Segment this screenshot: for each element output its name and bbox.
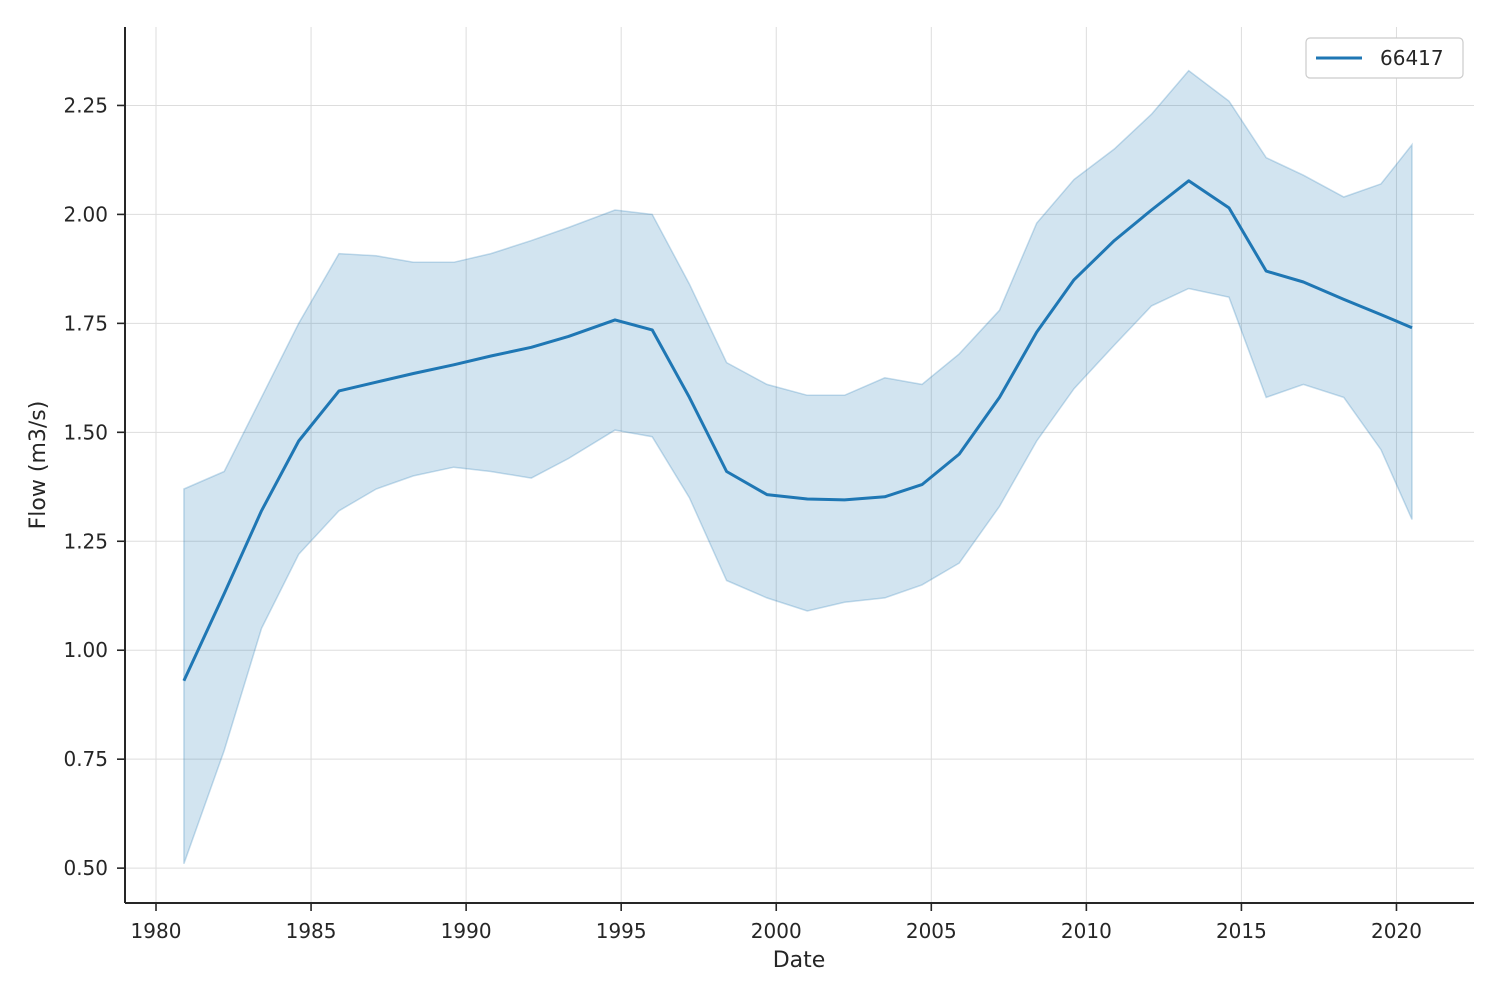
y-tick-label: 2.25 — [63, 93, 108, 117]
y-tick-label: 1.50 — [63, 420, 108, 444]
x-tick-label: 1985 — [286, 919, 337, 943]
axes — [124, 27, 1474, 904]
confidence-band-66417 — [183, 69, 1413, 865]
y-tick-label: 2.00 — [63, 202, 108, 226]
y-tick-label: 0.75 — [63, 747, 108, 771]
series-layer — [182, 69, 1413, 865]
x-tick-label: 2015 — [1216, 919, 1267, 943]
legend-frame — [1305, 37, 1464, 79]
x-tick-label: 1990 — [441, 919, 492, 943]
x-tick-label: 2000 — [751, 919, 802, 943]
y-ticks: 0.50 0.75 1.00 1.25 1.50 1.75 2.00 2.25 — [63, 93, 125, 880]
y-axis-label: Flow (m3/s) — [26, 401, 51, 530]
x-axis-label: Date — [773, 948, 826, 973]
y-tick-label: 1.00 — [63, 638, 108, 662]
grid-lines — [125, 27, 1474, 903]
x-tick-label: 2005 — [906, 919, 957, 943]
series-line-66417 — [182, 179, 1413, 682]
x-tick-label: 2020 — [1371, 919, 1422, 943]
x-tick-label: 1980 — [131, 919, 182, 943]
y-tick-label: 1.25 — [63, 529, 108, 553]
x-tick-label: 1995 — [596, 919, 647, 943]
legend-label-66417: 66417 — [1380, 46, 1444, 70]
legend: 66417 — [1305, 37, 1464, 79]
y-tick-label: 1.75 — [63, 311, 108, 335]
x-ticks: 1980 1985 1990 1995 2000 2005 2010 2015 2020 — [131, 903, 1422, 943]
x-tick-label: 2010 — [1061, 919, 1112, 943]
y-tick-label: 0.50 — [63, 856, 108, 880]
